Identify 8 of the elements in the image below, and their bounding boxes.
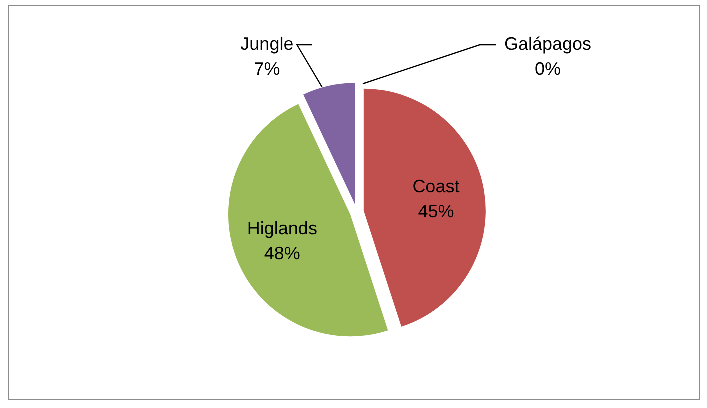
slice-label: Higlands	[247, 218, 318, 238]
text: 0%	[534, 58, 562, 79]
category-label: Galápagos	[504, 34, 592, 54]
data-label: 45%	[418, 201, 454, 222]
data-label: 48%	[264, 243, 300, 264]
slice-label: Jungle	[240, 34, 294, 54]
slice-label: Coast	[412, 176, 460, 196]
data-label: 7%	[254, 58, 280, 79]
